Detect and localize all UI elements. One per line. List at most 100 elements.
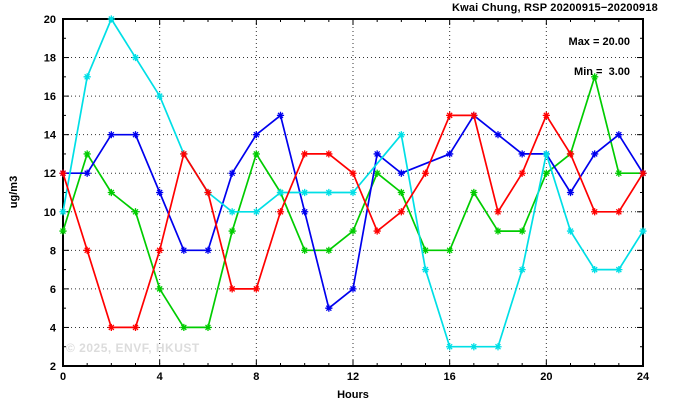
- series-day3-blue-marker: [349, 285, 357, 293]
- x-tick-label: 16: [444, 371, 456, 383]
- series-day4-cyan-marker: [494, 343, 502, 351]
- series-day1-red-marker: [494, 208, 502, 216]
- series-day4-cyan-marker: [349, 188, 357, 197]
- series-day2-green-marker: [421, 246, 430, 254]
- x-tick-label: 8: [253, 371, 259, 383]
- x-tick-label: 0: [60, 371, 66, 383]
- series-day4-cyan-marker: [542, 150, 550, 158]
- legend-min: Min = 3.00: [574, 66, 630, 78]
- series-day1-red-marker: [639, 169, 647, 177]
- series-day1-red-marker: [276, 208, 285, 216]
- series-day4-cyan-marker: [107, 15, 115, 23]
- series-day3-blue-marker: [276, 111, 285, 119]
- series-day3-blue-marker: [83, 169, 91, 177]
- series-day4-cyan-marker: [518, 266, 526, 274]
- series-day4-cyan-marker: [470, 343, 478, 351]
- series-day3-blue-marker: [446, 150, 454, 158]
- series-day2-green-marker: [131, 208, 140, 216]
- y-tick-label: 14: [44, 130, 57, 142]
- series-day1-red-marker: [542, 111, 550, 119]
- series-day1-red-marker: [59, 169, 67, 177]
- series-day3-blue-marker: [252, 131, 260, 139]
- series-day2-green-marker: [591, 73, 599, 81]
- series-day1-red-marker: [228, 285, 236, 293]
- x-tick-label: 4: [157, 371, 164, 383]
- watermark: © 2025, ENVF, HKUST: [66, 341, 200, 355]
- series-day3-blue-marker: [518, 150, 526, 158]
- series-day2-green-marker: [397, 188, 405, 197]
- series-day4-cyan-marker: [446, 343, 454, 351]
- series-day1-red-marker: [252, 285, 260, 293]
- series-day2-green-marker: [107, 188, 115, 197]
- series-day1-red-marker: [470, 111, 478, 119]
- series-day1-red-marker: [131, 323, 140, 332]
- series-day4-cyan-marker: [131, 53, 140, 62]
- series-day4-cyan-marker: [59, 208, 67, 216]
- series-day4-cyan-marker: [156, 92, 164, 100]
- series-day4-cyan-marker: [615, 266, 623, 274]
- series-day2-green-marker: [325, 246, 333, 254]
- y-axis-label: ug/m3: [8, 175, 20, 209]
- series-day1-red-marker: [615, 208, 623, 216]
- series-day1-red-marker: [180, 150, 188, 158]
- series-day2-green-marker: [373, 169, 381, 177]
- series-day2-green-marker: [204, 323, 212, 332]
- series-day2-green-marker: [252, 150, 260, 158]
- x-tick-label: 12: [347, 371, 359, 383]
- legend-max: Max = 20.00: [568, 36, 630, 48]
- series-day3-blue-marker: [156, 188, 164, 197]
- series-day2-green-marker: [542, 169, 550, 177]
- series-day4-cyan-marker: [301, 188, 309, 197]
- series-day1-red-marker: [373, 227, 381, 235]
- y-tick-label: 10: [44, 207, 56, 219]
- x-tick-label: 24: [637, 371, 650, 383]
- series-day3-blue-marker: [397, 169, 405, 177]
- series-day1-red-marker: [107, 323, 115, 332]
- series-day1-red-marker: [349, 169, 357, 177]
- y-tick-label: 6: [50, 284, 56, 296]
- series-day1-red-marker: [591, 208, 599, 216]
- series-day2-green-marker: [446, 246, 454, 254]
- series-day4-cyan-marker: [83, 73, 91, 81]
- series-day2-green-marker: [518, 227, 526, 235]
- legend: Max = 20.00 Min = 3.00: [569, 35, 630, 80]
- y-tick-label: 20: [44, 14, 56, 26]
- series-day4-cyan-marker: [566, 227, 575, 235]
- series-day1-red-marker: [397, 208, 405, 216]
- series-day1-red-marker: [566, 150, 575, 158]
- series-day4-cyan-line: [62, 18, 644, 348]
- series-day4-cyan-marker: [325, 188, 333, 197]
- series-day4-cyan-marker: [397, 131, 405, 139]
- y-tick-label: 16: [44, 91, 56, 103]
- series-day2-green-marker: [349, 227, 357, 235]
- series-day1-red-marker: [301, 150, 309, 158]
- series-day1-red-marker: [518, 169, 526, 177]
- x-tick-label: 20: [540, 371, 552, 383]
- series-day4-cyan-marker: [591, 266, 599, 274]
- chart-title: Kwai Chung, RSP 20200915−20200918: [451, 2, 658, 14]
- series-day3-blue-marker: [301, 208, 309, 216]
- series-day2-green-marker: [615, 169, 623, 177]
- series-day2-green-marker: [83, 150, 91, 158]
- series-day3-blue-marker: [131, 131, 140, 139]
- series-day1-red-marker: [83, 246, 91, 254]
- series-day4-cyan-marker: [228, 208, 236, 216]
- series-day1-red-marker: [156, 246, 164, 254]
- y-tick-label: 12: [44, 168, 56, 180]
- series-day3-blue-marker: [591, 150, 599, 158]
- series-day2-green-marker: [494, 227, 502, 235]
- x-axis-label: Hours: [337, 389, 369, 401]
- series-day3-blue-marker: [325, 304, 333, 312]
- series-day1-red-marker: [204, 188, 212, 197]
- series-day2-green-marker: [301, 246, 309, 254]
- series-day3-blue-marker: [494, 131, 502, 139]
- series-day4-cyan-marker: [276, 188, 285, 197]
- series-day3-blue-marker: [204, 246, 212, 254]
- series-day2-green-marker: [228, 227, 236, 235]
- y-tick-label: 2: [50, 361, 56, 373]
- series-day3-blue-marker: [180, 246, 188, 254]
- series-day3-blue-marker: [373, 150, 381, 158]
- series-day3-blue-line: [63, 114, 644, 310]
- y-tick-label: 8: [50, 245, 56, 257]
